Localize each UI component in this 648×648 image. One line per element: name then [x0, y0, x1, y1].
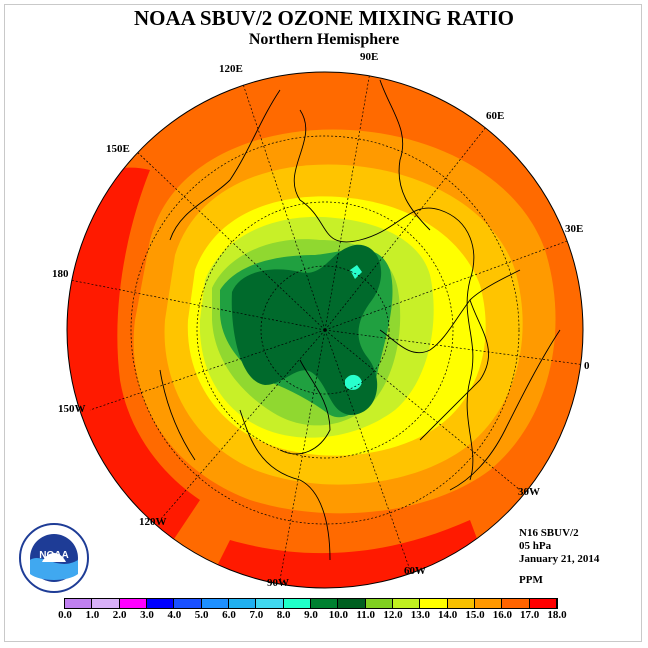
colorbar-ticks: 0.0 1.0 2.0 3.0 4.0 5.0 6.0 7.0 8.0 9.0 10.0 11.0 12… — [0, 609, 648, 623]
colorbar-swatch — [447, 599, 475, 608]
colorbar-tick-label: 14.0 — [438, 609, 458, 621]
lon-label-120w: 120W — [139, 516, 167, 528]
info-block: N16 SBUV/2 05 hPa January 21, 2014 — [519, 527, 599, 566]
colorbar-swatch — [529, 599, 557, 608]
cyan-spot-north — [350, 265, 362, 279]
colorbar-swatch — [502, 599, 530, 608]
image-frame — [4, 4, 642, 642]
colorbar-tick-label: 2.0 — [112, 609, 127, 621]
colorbar-swatch — [365, 599, 393, 608]
colorbar-tick-label: 0.0 — [58, 609, 72, 621]
colorbar-tick-label: 17.0 — [520, 609, 540, 621]
colorbar — [64, 598, 558, 609]
colorbar-tick-label: 9.0 — [304, 609, 318, 621]
date-label: January 21, 2014 — [519, 553, 600, 565]
colorbar-swatch — [283, 599, 311, 608]
lon-label-30e: 30E — [565, 223, 584, 235]
cyan-spot-south — [345, 374, 362, 390]
colorbar-tick-label: 6.0 — [222, 609, 236, 621]
colorbar-swatch — [420, 599, 448, 608]
logo-text: NOAA — [39, 550, 68, 561]
colorbar-tick-label: 11.0 — [356, 609, 375, 621]
colorbar-tick-label: 8.0 — [276, 609, 291, 621]
band-dark-green — [231, 244, 382, 415]
colorbar-tick-label: 10.0 — [328, 609, 348, 621]
graticule — [69, 72, 583, 581]
lon-label-90w: 90W — [267, 577, 289, 589]
lon-label-60e: 60E — [486, 110, 505, 122]
coastlines — [159, 79, 561, 561]
map-subtitle: Northern Hemisphere — [248, 31, 400, 48]
colorbar-swatch — [392, 599, 421, 608]
lon-label-180: 180 — [52, 268, 69, 280]
pressure-level-label: 05 hPa — [519, 540, 552, 552]
colorbar-swatch — [174, 599, 202, 608]
lon-label-90e: 90E — [360, 51, 379, 63]
colorbar-tick-label: 4.0 — [167, 609, 182, 621]
colorbar-swatch — [119, 599, 147, 608]
colorbar-swatch — [201, 599, 229, 608]
colorbar-swatch — [92, 599, 120, 608]
colorbar-tick-label: 13.0 — [410, 609, 430, 621]
colorbar-swatch — [256, 599, 284, 608]
colorbar-tick-label: 18.0 — [547, 609, 567, 621]
colorbar-swatch — [146, 599, 175, 608]
instrument-label: N16 SBUV/2 — [519, 527, 579, 539]
colorbar-swatch — [338, 599, 366, 608]
colorbar-tick-label: 12.0 — [383, 609, 403, 621]
colorbar-tick-label: 7.0 — [249, 609, 264, 621]
colorbar-tick-label: 3.0 — [140, 609, 154, 621]
lon-label-60w: 60W — [404, 565, 426, 577]
colorbar-tick-label: 15.0 — [465, 609, 485, 621]
colorbar-swatch — [65, 599, 93, 608]
colorbar-tick-label: 5.0 — [194, 609, 209, 621]
lon-label-30w: 30W — [518, 486, 540, 498]
lon-label-120e: 120E — [219, 63, 243, 75]
lon-label-0: 0 — [584, 360, 590, 372]
colorbar-swatch — [228, 599, 257, 608]
units-label: PPM — [519, 574, 543, 586]
lon-label-150e: 150E — [106, 143, 130, 155]
map-title: NOAA SBUV/2 OZONE MIXING RATIO — [134, 6, 514, 30]
colorbar-swatch — [310, 599, 339, 608]
colorbar-tick-label: 16.0 — [492, 609, 512, 621]
noaa-logo: NOAA — [19, 523, 89, 593]
colorbar-tick-label: 1.0 — [85, 609, 100, 621]
map-disc-border — [66, 71, 584, 589]
lon-label-150w: 150W — [58, 403, 86, 415]
colorbar-swatch — [474, 599, 503, 608]
